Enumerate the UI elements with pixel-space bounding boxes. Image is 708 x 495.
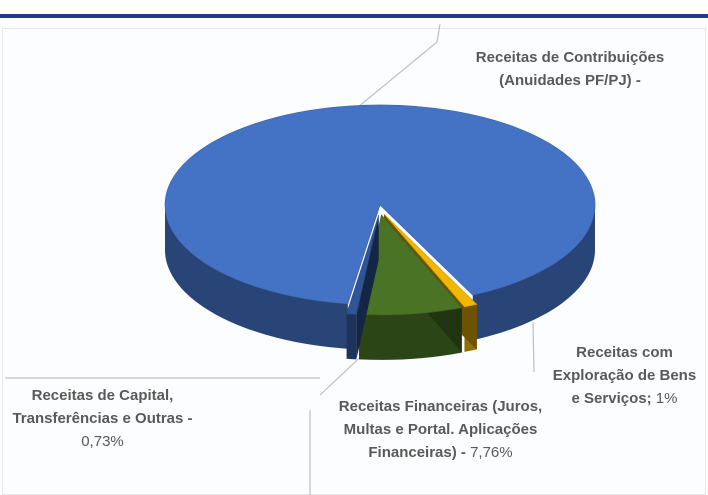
- category-label: Receitas de Capital, Transferências e Ou…: [12, 387, 193, 427]
- leader-line: [436, 23, 441, 43]
- slice: [383, 213, 478, 308]
- slice: [164, 104, 596, 305]
- slice-side: [472, 205, 595, 341]
- category-label: Receitas de Contribuições (Anuidades PF/…: [475, 49, 665, 89]
- value-label: 0,73%: [81, 433, 124, 450]
- category-label: Receitas com Exploração de Bens e Serviç…: [552, 344, 697, 407]
- category-label: Receitas Financeiras (Juros, Multas e Po…: [338, 398, 543, 461]
- slice-side: [165, 205, 348, 349]
- label-exploracao: Receitas com Exploração de Bens e Serviç…: [552, 341, 697, 410]
- top-bar: [0, 0, 708, 18]
- value-label: 1%: [655, 390, 678, 407]
- label-capital: Receitas de Capital, Transferências e Ou…: [10, 384, 195, 453]
- label-financeiras: Receitas Financeiras (Juros, Multas e Po…: [318, 395, 563, 464]
- leader-line: [351, 41, 438, 113]
- leader-line: [532, 321, 535, 373]
- value-label: 7,76%: [470, 444, 513, 461]
- label-contribuicoes: Receitas de Contribuições (Anuidades PF/…: [455, 46, 685, 92]
- slice-side: [346, 313, 357, 360]
- slice-wall: [356, 214, 379, 360]
- slice: [346, 214, 380, 315]
